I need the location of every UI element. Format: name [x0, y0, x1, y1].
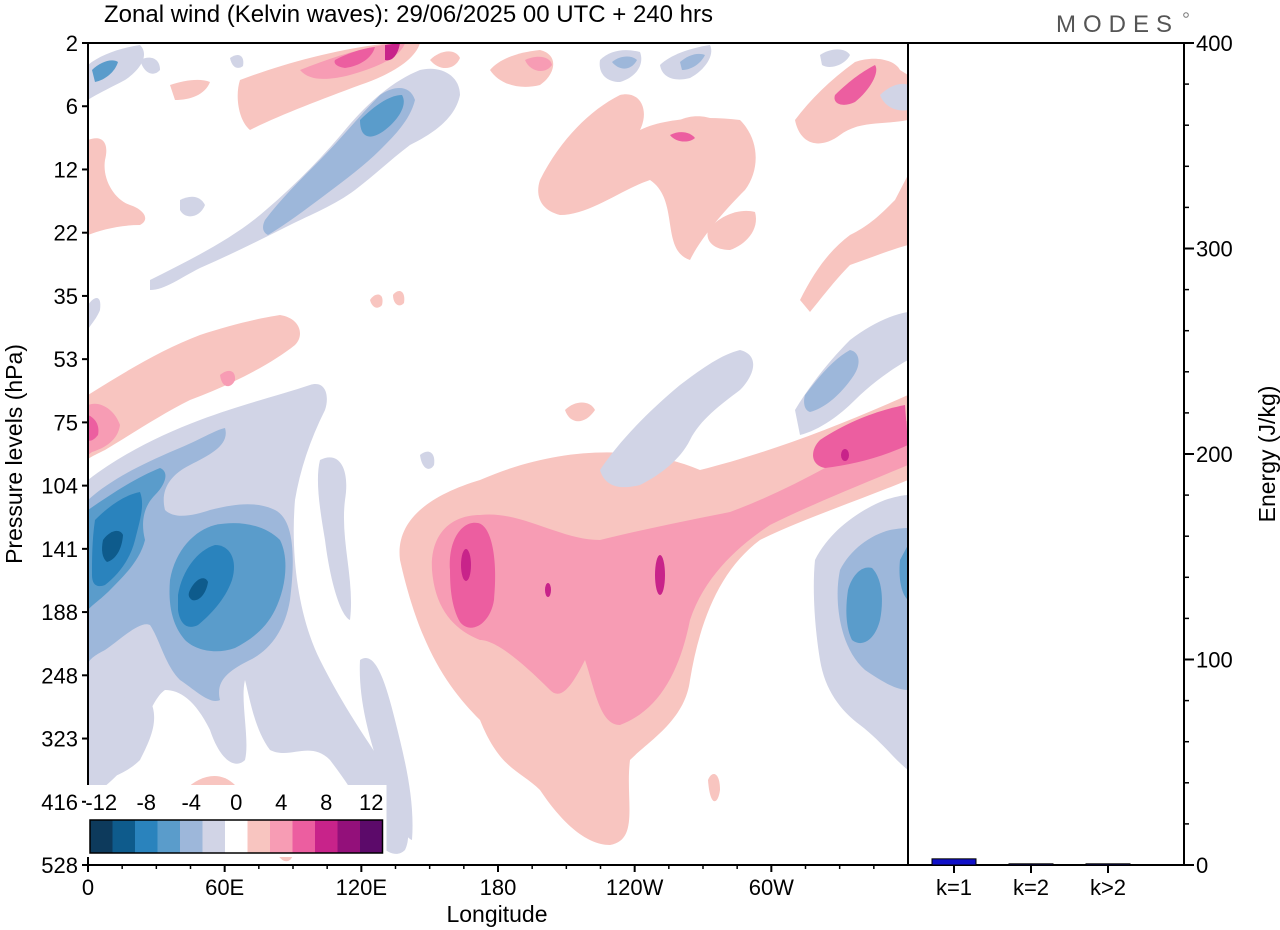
- y-tick-label: 75: [54, 410, 78, 435]
- energy-axis-title: Energy (J/kg): [1254, 386, 1280, 523]
- colorbar-label: -8: [136, 790, 156, 815]
- colorbar-swatch: [315, 820, 338, 853]
- y-tick-label: 141: [41, 537, 78, 562]
- energy-bar: [1008, 863, 1054, 866]
- energy-tick-label: 300: [1196, 237, 1233, 262]
- wind-field: [88, 43, 908, 865]
- colorbar: -12 -8 -4 0 4 8 12: [85, 785, 387, 857]
- brand-logo-mark: [1183, 12, 1189, 18]
- y-tick-label: 188: [41, 600, 78, 625]
- colorbar-swatch: [270, 820, 293, 853]
- y-axis-title: Pressure levels (hPa): [1, 344, 27, 564]
- y-tick-label: 35: [54, 284, 78, 309]
- energy-tick-label: 100: [1196, 648, 1233, 673]
- colorbar-swatch: [135, 820, 158, 853]
- colorbar-label: 12: [359, 790, 383, 815]
- y-tick-label: 248: [41, 663, 78, 688]
- energy-tick-label: 0: [1196, 853, 1208, 878]
- colorbar-swatch: [112, 820, 135, 853]
- energy-tick-label: 400: [1196, 31, 1233, 56]
- y-tick-label: 22: [54, 221, 78, 246]
- pressure-axis: 2 6 12 22 35 53 75 104 141 188 248 323 416 528: [41, 31, 88, 878]
- colorbar-swatch: [180, 820, 203, 853]
- energy-category-label: k>2: [1090, 875, 1126, 900]
- colorbar-swatch: [247, 820, 270, 853]
- energy-tick-label: 200: [1196, 442, 1233, 467]
- energy-category-label: k=1: [936, 875, 972, 900]
- colorbar-label: 4: [275, 790, 287, 815]
- x-tick-label: 0: [82, 875, 94, 900]
- y-tick-label: 12: [54, 157, 78, 182]
- x-tick-label: 120E: [336, 875, 387, 900]
- colorbar-label: -12: [85, 790, 117, 815]
- x-tick-label: 180: [480, 875, 517, 900]
- colorbar-swatch: [337, 820, 360, 853]
- y-tick-label: 6: [66, 94, 78, 119]
- colorbar-swatch: [202, 820, 225, 853]
- x-tick-label: 120W: [606, 875, 664, 900]
- x-tick-label: 60W: [749, 875, 794, 900]
- y-tick-label: 2: [66, 31, 78, 56]
- energy-bar: [931, 858, 977, 866]
- y-tick-label: 416: [41, 790, 78, 815]
- colorbar-label: 0: [230, 790, 242, 815]
- chart-title: Zonal wind (Kelvin waves): 29/06/2025 00…: [104, 1, 713, 28]
- colorbar-label: 8: [320, 790, 332, 815]
- y-tick-label: 323: [41, 727, 78, 752]
- positive-anomaly-core: [449, 522, 496, 628]
- energy-bar: [1085, 863, 1131, 866]
- y-tick-label: 104: [41, 474, 78, 499]
- x-tick-label: 60E: [205, 875, 244, 900]
- energy-category-label: k=2: [1013, 875, 1049, 900]
- energy-panel: 0 100 200 300 400 k=1 k=2 k>2: [931, 31, 1233, 900]
- colorbar-swatch: [360, 820, 383, 853]
- colorbar-swatch: [292, 820, 315, 853]
- colorbar-swatch: [225, 820, 248, 853]
- y-tick-label: 53: [54, 347, 78, 372]
- positive-anomaly-central-mid: [431, 420, 908, 725]
- x-axis-title: Longitude: [446, 901, 547, 927]
- colorbar-swatch: [157, 820, 180, 853]
- longitude-axis: 0 60E 120E 180 120W 60W: [82, 865, 875, 900]
- colorbar-swatch: [90, 820, 113, 853]
- colorbar-label: -4: [181, 790, 201, 815]
- y-tick-label: 528: [41, 853, 78, 878]
- colorbar-frame: [89, 819, 384, 854]
- brand-logo: MODES: [1056, 11, 1179, 38]
